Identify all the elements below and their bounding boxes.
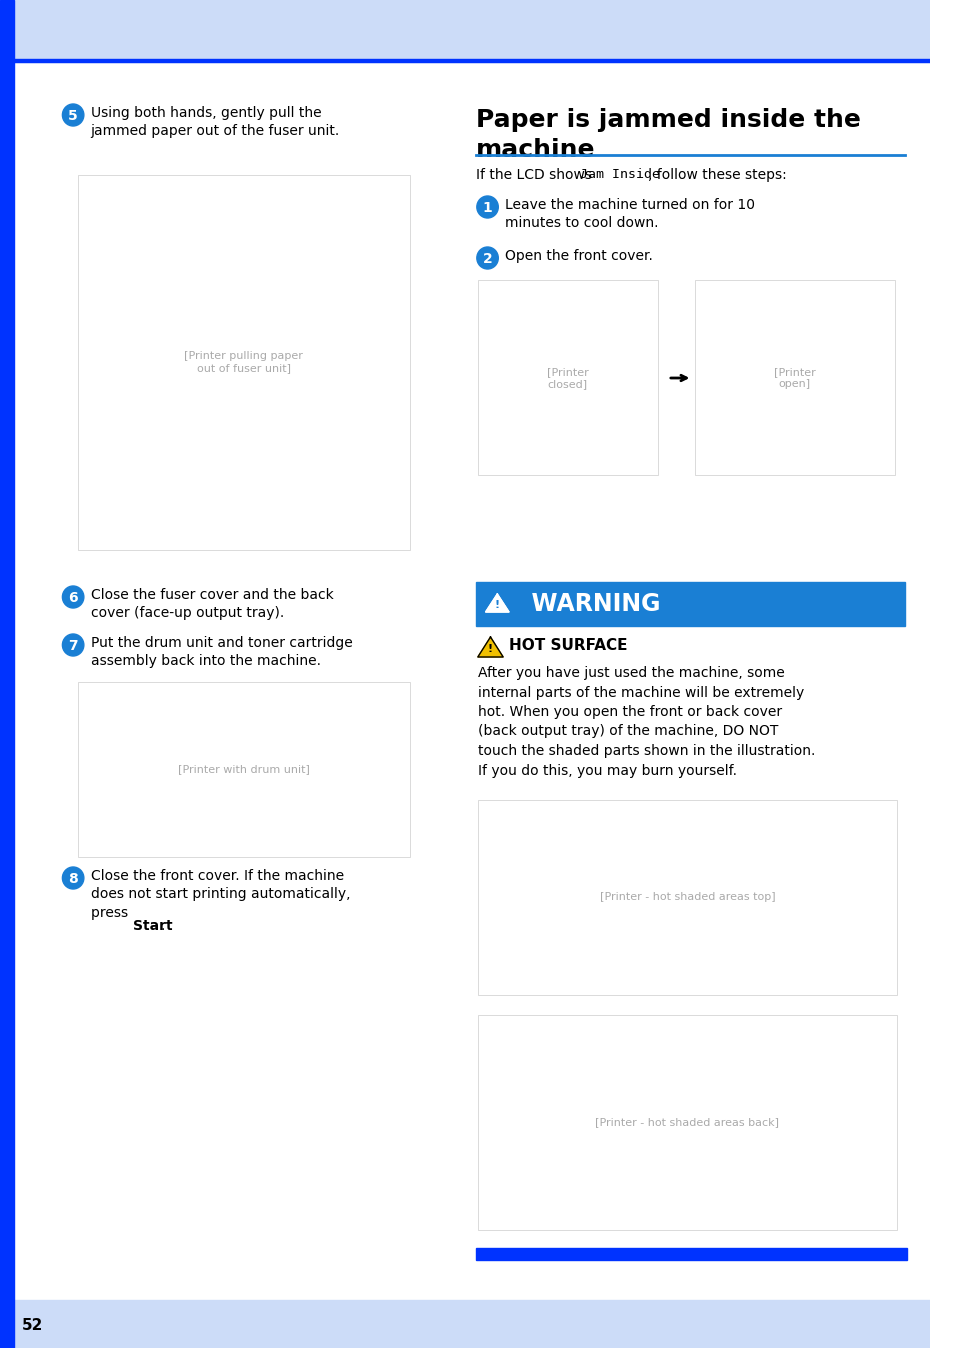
Text: HOT SURFACE: HOT SURFACE bbox=[509, 638, 627, 652]
Text: Open the front cover.: Open the front cover. bbox=[504, 249, 652, 263]
Text: .: . bbox=[161, 919, 165, 933]
Text: [Printer
closed]: [Printer closed] bbox=[546, 367, 588, 388]
Text: [Printer - hot shaded areas top]: [Printer - hot shaded areas top] bbox=[599, 892, 775, 902]
Bar bbox=[477, 280, 658, 474]
Text: 5: 5 bbox=[69, 109, 78, 123]
Bar bbox=[0, 0, 929, 62]
Circle shape bbox=[476, 247, 497, 270]
Bar bbox=[78, 682, 409, 857]
Text: [Printer - hot shaded areas back]: [Printer - hot shaded areas back] bbox=[595, 1117, 779, 1127]
Text: Paper is jammed inside the
machine: Paper is jammed inside the machine bbox=[476, 108, 860, 162]
Circle shape bbox=[62, 104, 84, 125]
Text: Put the drum unit and toner cartridge
assembly back into the machine.: Put the drum unit and toner cartridge as… bbox=[91, 636, 352, 669]
Bar bbox=[695, 280, 894, 474]
Bar bbox=[476, 1248, 906, 1260]
Bar bbox=[78, 175, 409, 550]
Text: [Printer with drum unit]: [Printer with drum unit] bbox=[177, 764, 310, 774]
Bar bbox=[0, 0, 13, 1348]
Text: 52: 52 bbox=[21, 1318, 43, 1333]
Text: Leave the machine turned on for 10
minutes to cool down.: Leave the machine turned on for 10 minut… bbox=[504, 198, 755, 231]
Text: Close the fuser cover and the back
cover (face-up output tray).: Close the fuser cover and the back cover… bbox=[91, 588, 334, 620]
Text: [Printer pulling paper
out of fuser unit]: [Printer pulling paper out of fuser unit… bbox=[184, 352, 303, 373]
Text: 2: 2 bbox=[482, 252, 492, 266]
Polygon shape bbox=[477, 638, 502, 656]
Text: Start: Start bbox=[132, 919, 172, 933]
Bar bbox=[0, 59, 929, 62]
Text: 1: 1 bbox=[482, 201, 492, 214]
Bar bbox=[477, 799, 896, 995]
Polygon shape bbox=[485, 594, 509, 612]
Circle shape bbox=[62, 634, 84, 656]
Text: !: ! bbox=[487, 644, 493, 654]
Circle shape bbox=[476, 195, 497, 218]
Text: , follow these steps:: , follow these steps: bbox=[648, 168, 786, 182]
Text: 8: 8 bbox=[69, 872, 78, 886]
Text: Jam Inside: Jam Inside bbox=[579, 168, 659, 181]
Text: 6: 6 bbox=[69, 590, 78, 605]
Bar bbox=[477, 1015, 896, 1229]
Text: 7: 7 bbox=[69, 639, 78, 652]
Bar bbox=[0, 1299, 929, 1348]
Circle shape bbox=[62, 586, 84, 608]
Text: Close the front cover. If the machine
does not start printing automatically,
pre: Close the front cover. If the machine do… bbox=[91, 869, 350, 919]
Text: Using both hands, gently pull the
jammed paper out of the fuser unit.: Using both hands, gently pull the jammed… bbox=[91, 106, 339, 139]
Text: WARNING: WARNING bbox=[515, 592, 659, 616]
Text: [Printer
open]: [Printer open] bbox=[773, 367, 815, 388]
Text: After you have just used the machine, some
internal parts of the machine will be: After you have just used the machine, so… bbox=[477, 666, 814, 778]
Circle shape bbox=[62, 867, 84, 888]
Text: !: ! bbox=[495, 600, 499, 611]
Text: If the LCD shows: If the LCD shows bbox=[476, 168, 596, 182]
Bar bbox=[476, 582, 904, 625]
